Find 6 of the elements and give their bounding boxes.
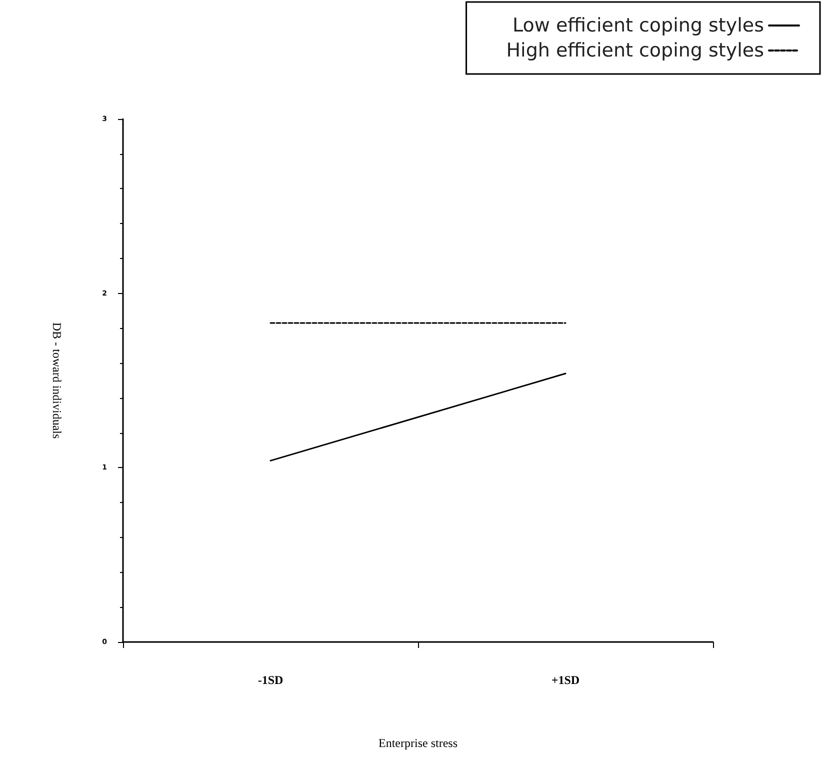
x-axis-title: Enterprise stress xyxy=(378,736,458,750)
x-tick-label: +1SD xyxy=(551,673,580,687)
y-axis-title: DB - toward individuals xyxy=(50,322,64,439)
legend-label: High efficient coping styles xyxy=(506,40,764,62)
x-tick-label: -1SD xyxy=(258,673,284,687)
legend-label: Low efficient coping styles xyxy=(512,14,764,36)
